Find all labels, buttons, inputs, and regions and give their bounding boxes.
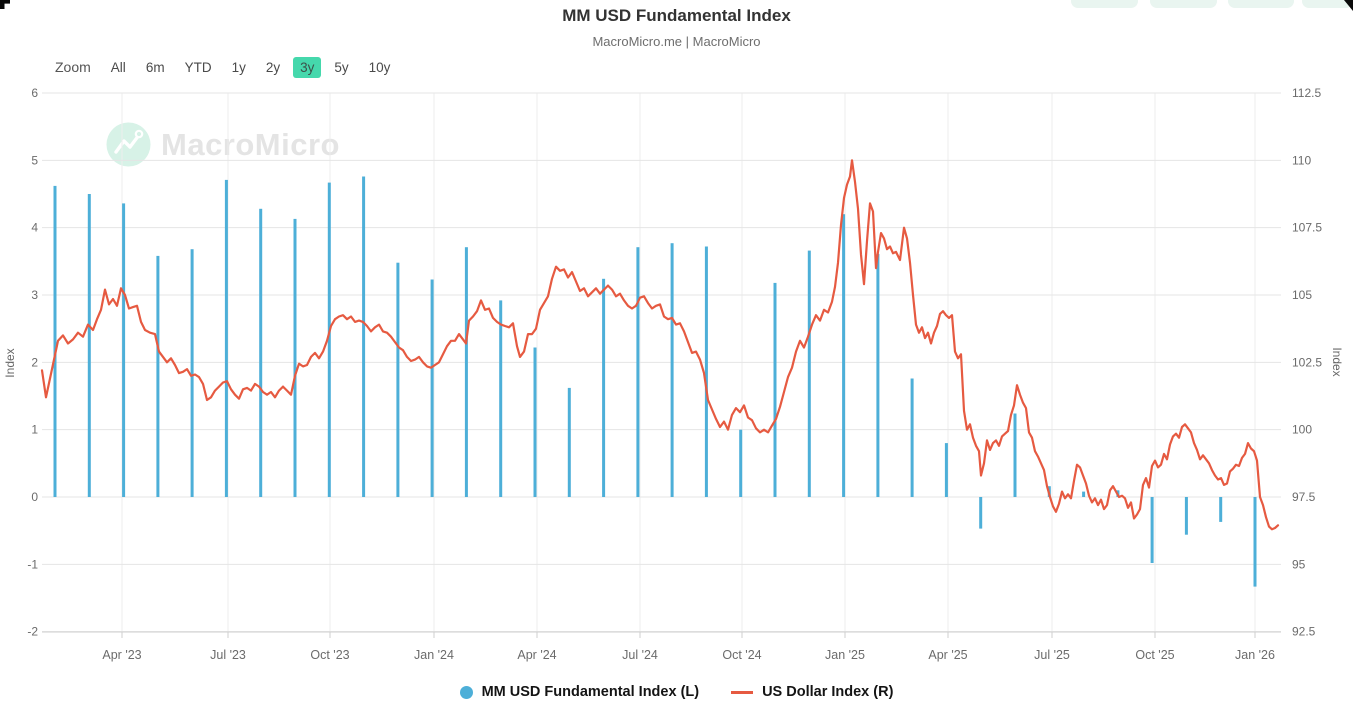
bar-dec24[interactable] [807,250,811,497]
x-tick-label: Jan '26 [1235,648,1275,662]
bar-jun23[interactable] [190,249,194,497]
watermark-text: MacroMicro [161,127,340,163]
y-right-tick-label: 107.5 [1292,221,1322,235]
y-right-tick-label: 102.5 [1292,355,1322,369]
x-tick-label: Jan '25 [825,648,865,662]
bar-jan26[interactable] [1253,497,1257,587]
y-left-tick-label: 6 [31,86,38,100]
range-toolbar: Zoom All 6m YTD 1y 2y 3y 5y 10y [55,56,400,78]
range-button-1y[interactable]: 1y [231,59,246,75]
x-tick-label: Jul '23 [210,648,246,662]
range-button-2y[interactable]: 2y [265,59,281,75]
y-left-tick-label: 1 [31,423,38,437]
y-right-tick-label: 92.5 [1292,625,1316,639]
bar-apr23[interactable] [122,203,126,497]
bar-apr25[interactable] [944,443,948,497]
bar-may24[interactable] [567,387,571,497]
bar-dec25[interactable] [1219,497,1223,522]
x-tick-label: Apr '24 [517,648,556,662]
page-subtitle: MacroMicro.me | MacroMicro [592,34,761,49]
bar-may23[interactable] [156,255,160,497]
y-left-tick-label: 0 [31,490,38,504]
legend-label-line: US Dollar Index (R) [762,684,894,700]
bar-aug24[interactable] [670,243,674,497]
watermark: MacroMicro [105,121,340,168]
bar-mar24[interactable] [499,300,503,497]
x-tick-label: Oct '24 [722,648,761,662]
top-toolbar-button-2[interactable] [1150,0,1217,8]
y-right-tick-label: 100 [1292,423,1312,437]
bar-jun25[interactable] [1013,413,1017,498]
x-tick-label: Apr '25 [928,648,967,662]
y-left-tick-label: 3 [31,288,38,302]
y-right-tick-label: 112.5 [1292,86,1321,100]
bar-aug25[interactable] [1082,491,1086,497]
bar-mar23[interactable] [87,194,91,497]
y-right-tick-label: 97.5 [1292,490,1316,504]
range-button-3y[interactable]: 3y [293,56,322,78]
range-button-6m[interactable]: 6m [145,59,165,75]
x-tick-label: Jul '24 [622,648,658,662]
bar-jan25[interactable] [842,214,846,497]
y-left-tick-label: -2 [27,625,38,639]
y-left-tick-label: 5 [31,153,38,167]
bar-may25[interactable] [979,497,983,529]
legend-line-swatch [731,690,754,694]
range-button-all[interactable]: All [110,59,126,75]
bar-jun24[interactable] [602,278,606,497]
right-axis-title: Index [1330,347,1344,377]
range-button-10y[interactable]: 10y [368,59,391,75]
plot-area[interactable] [42,93,1281,632]
range-button-ytd[interactable]: YTD [184,59,212,75]
bar-feb25[interactable] [876,253,880,497]
bar-nov23[interactable] [362,176,366,498]
bar-nov25[interactable] [1184,497,1188,535]
x-tick-label: Jul '25 [1034,648,1070,662]
x-tick-label: Oct '23 [310,648,349,662]
chart-header: MM USD Fundamental Index MacroMicro.me |… [0,6,1353,49]
bar-mar25[interactable] [910,378,914,498]
bar-sep23[interactable] [293,218,297,497]
legend-label-bars: MM USD Fundamental Index (L) [481,684,700,700]
y-right-tick-label: 105 [1292,288,1312,302]
top-toolbar-button-3[interactable] [1228,0,1294,8]
y-left-tick-label: -1 [27,557,38,571]
bar-jul24[interactable] [636,247,640,497]
bar-oct25[interactable] [1150,497,1154,563]
top-toolbar-button-1[interactable] [1071,0,1138,8]
y-right-tick-label: 110 [1292,153,1311,167]
bar-feb24[interactable] [464,247,468,497]
chart-legend: MM USD Fundamental Index (L) US Dollar I… [0,684,1353,700]
bar-jul23[interactable] [224,179,228,497]
range-button-5y[interactable]: 5y [334,59,349,75]
bar-oct24[interactable] [739,429,743,497]
y-left-tick-label: 4 [31,221,38,235]
left-axis-title: Index [3,348,17,378]
bar-sep24[interactable] [704,246,708,498]
x-tick-label: Apr '23 [102,648,141,662]
page-title: MM USD Fundamental Index [562,6,791,25]
us-dollar-index-line [40,159,1280,531]
bar-feb23[interactable] [53,185,57,497]
bar-nov24[interactable] [773,282,777,497]
legend-item-bars[interactable]: MM USD Fundamental Index (L) [459,684,700,700]
bar-oct23[interactable] [327,182,331,497]
top-toolbar-button-4[interactable] [1302,0,1353,8]
bar-jan24[interactable] [430,279,434,498]
y-left-tick-label: 2 [31,355,38,369]
bar-apr24[interactable] [533,347,537,498]
y-right-tick-label: 95 [1292,557,1306,571]
x-tick-label: Oct '25 [1135,648,1174,662]
legend-circle-swatch [459,685,473,699]
mouse-cursor [1344,0,1353,11]
bar-aug23[interactable] [259,208,263,498]
bar-dec23[interactable] [396,262,400,497]
x-tick-label: Jan '24 [414,648,454,662]
legend-item-line[interactable]: US Dollar Index (R) [731,684,893,700]
zoom-label: Zoom [55,59,91,75]
macromicro-logo-icon [106,122,151,167]
